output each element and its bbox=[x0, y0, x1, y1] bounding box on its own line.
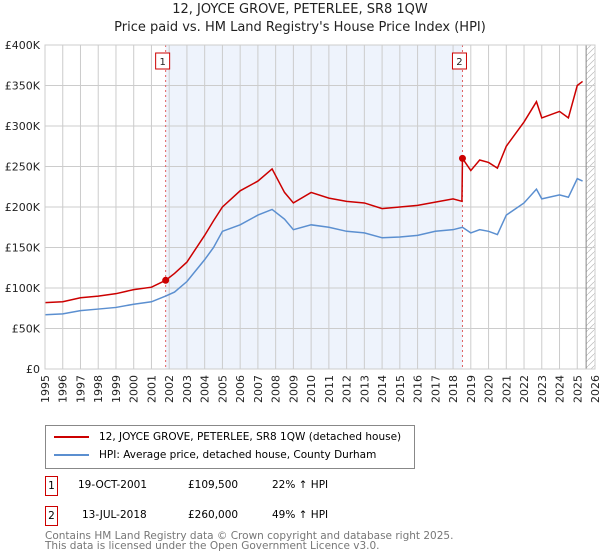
x-tick-label: 2008 bbox=[270, 375, 283, 403]
x-tick-label: 1997 bbox=[74, 375, 87, 403]
legend-red-label: 12, JOYCE GROVE, PETERLEE, SR8 1QW (deta… bbox=[99, 431, 402, 443]
sale-marker-label: 2 bbox=[456, 57, 462, 68]
sale-point bbox=[162, 276, 170, 284]
x-tick-label: 2018 bbox=[447, 375, 460, 403]
x-tick-label: 2002 bbox=[163, 375, 176, 403]
x-tick-label: 2011 bbox=[323, 375, 336, 403]
price-paid-line bbox=[44, 80, 584, 304]
x-tick-label: 2001 bbox=[145, 375, 158, 403]
hpi-change: 22% ↑ HPI bbox=[272, 479, 329, 491]
x-tick-label: 1999 bbox=[110, 375, 123, 403]
x-tick-label: 2026 bbox=[589, 375, 600, 403]
sale-marker-box bbox=[155, 52, 171, 70]
y-tick-label: £50K bbox=[12, 323, 41, 336]
chart-title: 12, JOYCE GROVE, PETERLEE, SR8 1QW bbox=[172, 2, 428, 17]
y-tick-label: £300K bbox=[5, 120, 41, 133]
marker-badge: 1 bbox=[45, 476, 58, 496]
legend-blue-line bbox=[54, 454, 89, 456]
x-tick-label: 2024 bbox=[554, 375, 567, 403]
plot-border bbox=[44, 44, 596, 370]
x-tick-label: 2023 bbox=[536, 375, 549, 403]
x-tick-label: 1996 bbox=[57, 375, 70, 403]
x-tick-label: 2012 bbox=[341, 375, 354, 403]
transaction-row: 1 19-OCT-2001 £109,500 22% ↑ HPI bbox=[45, 476, 545, 496]
x-tick-label: 2005 bbox=[216, 375, 229, 403]
x-tick-label: 2010 bbox=[305, 375, 318, 403]
x-tick-label: 1995 bbox=[39, 375, 52, 403]
marker-badge: 2 bbox=[45, 506, 58, 526]
legend: 12, JOYCE GROVE, PETERLEE, SR8 1QW (deta… bbox=[45, 425, 415, 469]
y-tick-label: £350K bbox=[5, 80, 41, 93]
sale-price: £109,500 bbox=[188, 479, 239, 491]
legend-blue-label: HPI: Average price, detached house, Coun… bbox=[99, 449, 377, 461]
x-tick-label: 2004 bbox=[199, 375, 212, 403]
sale-price: £260,000 bbox=[188, 509, 239, 521]
y-tick-label: £250K bbox=[5, 161, 41, 174]
y-tick-label: £150K bbox=[5, 242, 41, 255]
x-tick-label: 2025 bbox=[571, 375, 584, 403]
sale-marker-box bbox=[451, 52, 467, 70]
footer: Contains HM Land Registry data © Crown c… bbox=[45, 530, 454, 552]
x-tick-label: 2009 bbox=[287, 375, 300, 403]
hpi-line bbox=[44, 177, 583, 316]
sale-point bbox=[458, 154, 466, 162]
x-tick-label: 2022 bbox=[518, 375, 531, 403]
x-tick-label: 2003 bbox=[181, 375, 194, 403]
y-tick-label: £400K bbox=[5, 39, 41, 52]
x-tick-label: 2007 bbox=[252, 375, 265, 403]
x-tick-label: 2013 bbox=[358, 375, 371, 403]
x-tick-label: 2017 bbox=[429, 375, 442, 403]
x-tick-label: 1998 bbox=[92, 375, 105, 403]
x-tick-label: 2006 bbox=[234, 375, 247, 403]
x-tick-label: 2016 bbox=[412, 375, 425, 403]
x-tick-label: 2020 bbox=[483, 375, 496, 403]
legend-red-line bbox=[54, 436, 89, 438]
sale-date: 19-OCT-2001 bbox=[78, 479, 147, 491]
x-tick-label: 2015 bbox=[394, 375, 407, 403]
y-tick-label: £0 bbox=[26, 363, 40, 376]
y-tick-label: £100K bbox=[5, 282, 41, 295]
transaction-row: 2 13-JUL-2018 £260,000 49% ↑ HPI bbox=[45, 506, 545, 526]
x-tick-label: 2021 bbox=[500, 375, 513, 403]
hpi-change: 49% ↑ HPI bbox=[272, 509, 329, 521]
x-tick-label: 2019 bbox=[465, 375, 478, 403]
sale-marker-label: 1 bbox=[159, 57, 165, 68]
chart-plot: 1995 1996 1997 1998 1999 2000 2001 2002 2003 2004… bbox=[5, 39, 600, 403]
y-tick-label: £200K bbox=[5, 201, 41, 214]
x-tick-label: 2000 bbox=[128, 375, 141, 403]
footer-line: This data is licensed under the Open Gov… bbox=[45, 540, 380, 552]
footer-line: Contains HM Land Registry data © Crown c… bbox=[45, 530, 454, 542]
sale-date: 13-JUL-2018 bbox=[82, 509, 147, 521]
chart-subtitle: Price paid vs. HM Land Registry's House … bbox=[114, 20, 486, 35]
x-tick-label: 2014 bbox=[376, 375, 389, 403]
